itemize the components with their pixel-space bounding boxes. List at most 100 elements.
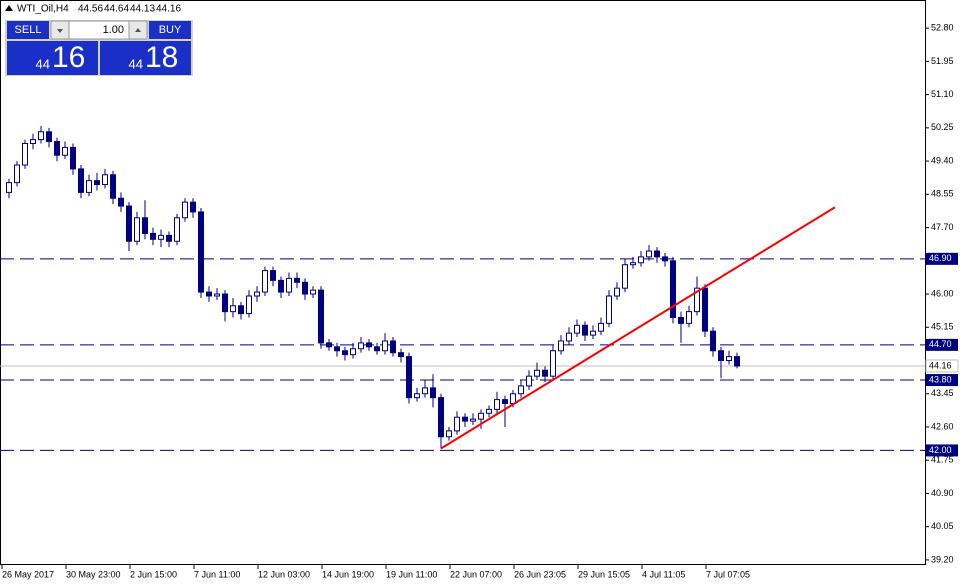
body [166,234,172,242]
body [350,348,356,356]
up-arrow [135,28,141,32]
body [30,139,36,144]
level-tag [926,444,958,457]
body [246,295,252,315]
body [230,305,236,313]
sell-big: 44 [36,56,50,71]
body [398,352,404,358]
body [390,340,396,354]
trade-panel: SELL 1.00 BUY 44 16 44 18 [5,20,193,76]
body [734,356,740,367]
y-tick-label: 49.40 [931,155,954,165]
x-tick-label: 30 May 23:00 [66,569,121,579]
body [638,256,644,264]
buy-button[interactable] [149,21,191,39]
body [558,340,564,352]
body [630,262,636,266]
body [286,277,292,293]
x-tick-label: 4 Jul 11:05 [642,569,685,579]
body [486,408,492,414]
lot-value: 1.00 [103,24,124,36]
level-tag [926,338,958,351]
body [254,291,260,297]
body [70,146,76,170]
body [526,375,532,387]
quote-value: 44.13 [130,4,155,15]
body [310,289,316,295]
buy-price-box[interactable] [100,41,191,75]
level-label: 43.80 [929,374,952,384]
body [150,232,156,240]
body [198,211,204,293]
sell-button[interactable] [7,21,49,39]
x-tick-label: 19 Jun 11:00 [386,569,437,579]
body [566,332,572,342]
level-label: 46.90 [929,253,952,263]
sell-price-box[interactable] [7,41,98,75]
body [302,281,308,295]
y-tick-label: 42.60 [931,421,954,431]
buy-pips: 18 [145,41,178,74]
body [590,330,596,336]
body [326,342,332,348]
body [6,182,12,193]
y-tick-label: 39.20 [931,554,954,564]
body [110,174,116,199]
body [78,168,84,193]
plot-frame [0,0,926,565]
body [622,264,628,289]
body [518,385,524,395]
body [534,369,540,377]
body [126,205,132,242]
body [294,277,300,283]
body [382,340,388,352]
quote-value: 44.56 [78,4,103,15]
y-tick-label: 48.55 [931,189,954,199]
body [550,350,556,377]
y-tick-label: 45.15 [931,322,954,332]
body [478,412,484,420]
body [214,293,220,297]
body [654,250,660,258]
body [678,316,684,324]
body [134,217,140,242]
y-tick-label: 40.05 [931,521,954,531]
body [702,287,708,332]
body [542,369,548,377]
x-tick-label: 29 Jun 15:05 [578,569,630,579]
body [54,141,60,156]
body [142,217,148,234]
x-tick-label: 7 Jun 11:00 [194,569,240,579]
price-tag [925,359,959,373]
x-tick-label: 22 Jun 07:00 [450,569,502,579]
body [222,293,228,313]
header-icon [5,5,13,11]
x-tick-label: 7 Jul 07:05 [706,569,750,579]
body [206,291,212,297]
body [646,250,652,258]
y-tick-label: 40.90 [931,488,954,498]
y-tick-label: 43.45 [931,388,954,398]
body [582,324,588,336]
quote-value: 44.64 [104,4,129,15]
trendline [440,206,836,450]
buy-label: BUY [159,24,182,36]
body [190,201,196,213]
x-tick-label: 2 Jun 15:00 [130,569,177,579]
price-label: 44.16 [929,360,952,370]
body [174,217,180,242]
body [318,289,324,344]
body [86,180,92,193]
body [438,397,444,438]
body [22,142,28,166]
header: WTI_Oil,H4 44.56 44.64 44.13 44.16 [5,4,181,15]
level-tag [926,252,958,265]
body [574,324,580,334]
body [94,180,100,186]
y-tick-label: 52.80 [931,23,954,33]
body [598,322,604,332]
x-tick-label: 26 Jun 23:05 [514,569,566,579]
body [462,416,468,422]
body [614,287,620,297]
